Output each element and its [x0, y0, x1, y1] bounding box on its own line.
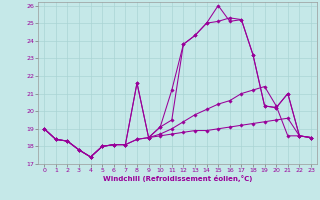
X-axis label: Windchill (Refroidissement éolien,°C): Windchill (Refroidissement éolien,°C): [103, 175, 252, 182]
